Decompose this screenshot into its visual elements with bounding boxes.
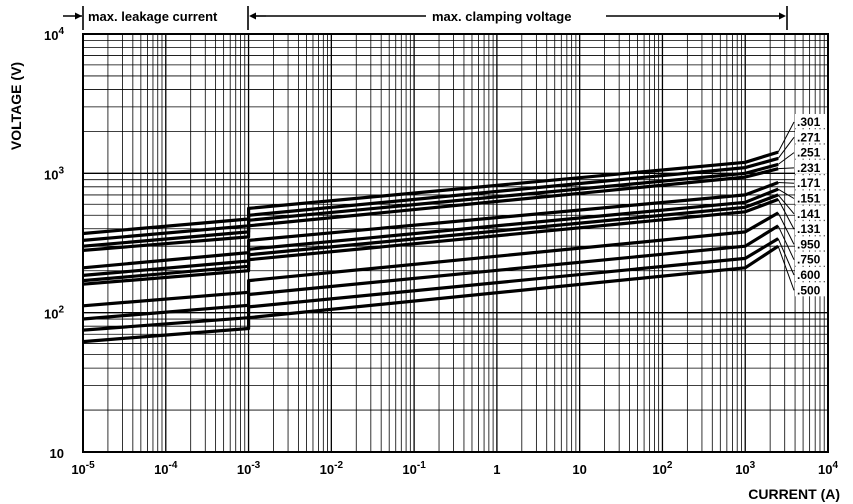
- series-line-131: [82, 197, 779, 286]
- series-leader-line: [778, 167, 795, 170]
- series-line-231: [82, 167, 779, 252]
- series-leader-line: [777, 121, 795, 153]
- series-label: .500: [797, 283, 821, 297]
- series-line-171: [82, 181, 779, 270]
- series-label: .251: [797, 146, 821, 160]
- series-label-bg: [795, 251, 827, 266]
- x-tick-label: 10-1: [402, 460, 426, 477]
- series-label-bg: [795, 205, 827, 220]
- series-label: .131: [797, 222, 821, 236]
- series-label: .950: [797, 237, 821, 251]
- series-label-bg: [795, 190, 827, 205]
- series-line-301: [82, 150, 779, 236]
- grid: [82, 34, 828, 453]
- leakage-annotation: max. leakage current: [63, 6, 266, 30]
- series-leader-line: [777, 246, 795, 291]
- x-tick-label: 10-4: [154, 460, 178, 477]
- series-label: .750: [797, 253, 821, 267]
- series-label: .231: [797, 161, 821, 175]
- x-tick-label: 1: [493, 462, 500, 477]
- y-tick-labels: 10 102 103 104: [44, 26, 64, 461]
- series-label: .600: [797, 268, 821, 282]
- x-tick-label: 104: [818, 460, 838, 477]
- series-label-bg: [795, 175, 827, 190]
- x-tick-labels: 10-5 10-4 10-3 10-2 10-1 1 10 102 103 104: [71, 460, 838, 477]
- series-line-750: [82, 224, 780, 321]
- series-label: .271: [797, 130, 821, 144]
- series-label-bg: [795, 236, 827, 251]
- series-line-271: [82, 156, 779, 242]
- series-label: .151: [797, 192, 821, 206]
- series-line-151: [82, 187, 779, 277]
- series-leader-line: [777, 199, 795, 230]
- x-tick-label: 10-3: [237, 460, 261, 477]
- series-line-950: [82, 211, 779, 308]
- series-labels: .301.271 .251.231.171 .151.141.131.950 .750…: [777, 114, 827, 297]
- series-leader-line: [778, 181, 795, 184]
- series-line-141: [82, 193, 779, 283]
- plot-frame: [82, 33, 829, 453]
- series-label: .171: [797, 176, 821, 190]
- y-axis-title: VOLTAGE (V): [8, 62, 24, 150]
- y-tick-label: 10: [50, 446, 64, 461]
- series-leader-line: [777, 188, 795, 199]
- series-label-bg: [795, 159, 827, 174]
- y-tick-label: 104: [44, 26, 64, 43]
- x-tick-label: 10-5: [71, 460, 95, 477]
- series-label-bg: [795, 221, 827, 236]
- series-lines: [82, 150, 780, 344]
- series-line-500: [82, 244, 780, 344]
- series-label-bg: [795, 144, 827, 159]
- leakage-label: max. leakage current: [88, 9, 218, 24]
- x-tick-label: 10-2: [320, 460, 344, 477]
- x-tick-label: 103: [735, 460, 755, 477]
- series-label-bg: [795, 282, 827, 297]
- series-label-bg: [795, 267, 827, 281]
- series-leader-line: [777, 212, 795, 245]
- x-axis-title: CURRENT (A): [748, 486, 840, 502]
- x-tick-label: 102: [652, 460, 672, 477]
- series-leader-line: [777, 238, 795, 276]
- series-line-251: [82, 162, 779, 248]
- series-line-600: [82, 237, 780, 332]
- series-label-bg: [795, 129, 827, 144]
- clamping-annotation: max. clamping voltage: [266, 6, 788, 30]
- series-label: .301: [797, 115, 821, 129]
- series-leader-line: [777, 194, 795, 215]
- y-tick-label: 103: [44, 165, 64, 182]
- series-leader-line: [777, 225, 795, 260]
- series-leader-line: [777, 152, 795, 165]
- series-leader-line: [777, 136, 795, 159]
- y-tick-label: 102: [44, 305, 64, 322]
- series-label: .141: [797, 207, 821, 221]
- x-tick-label: 10: [572, 462, 586, 477]
- clamping-label: max. clamping voltage: [432, 9, 571, 24]
- series-label-bg: [795, 114, 827, 128]
